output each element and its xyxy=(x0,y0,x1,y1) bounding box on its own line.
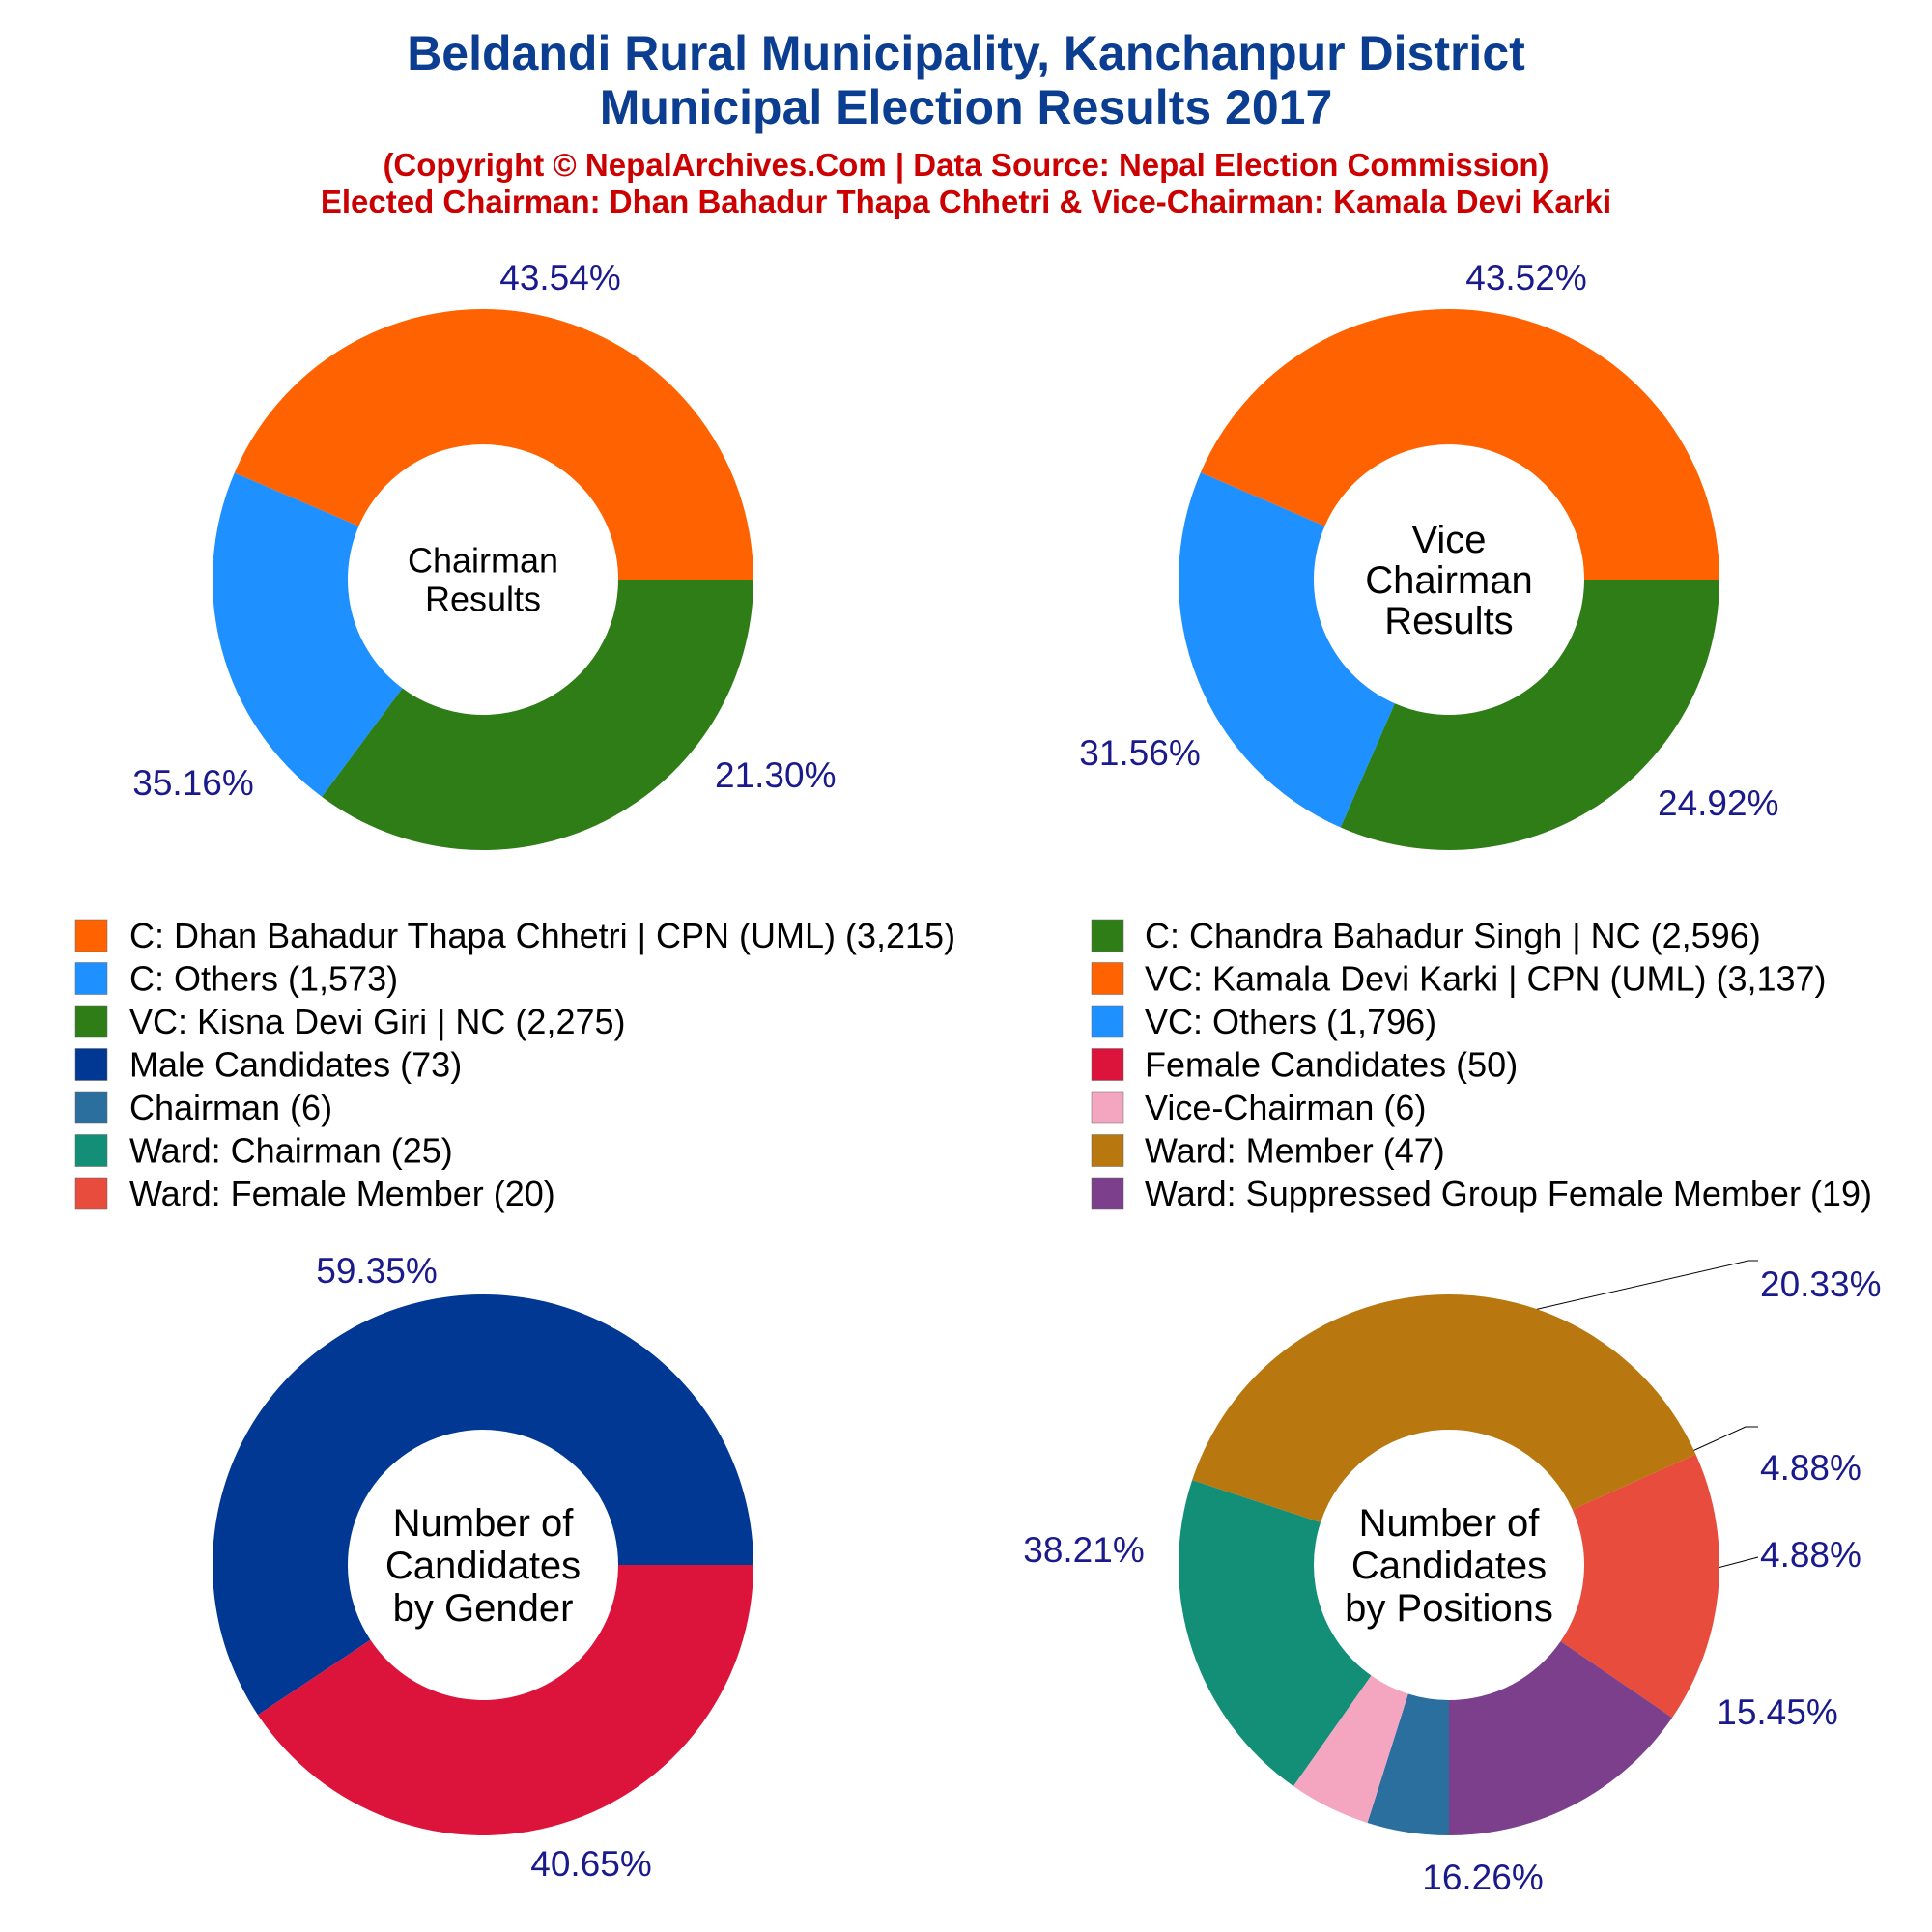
percent-label: 21.30% xyxy=(715,755,837,795)
title-line-2: Municipal Election Results 2017 xyxy=(600,80,1333,134)
legend-swatch xyxy=(74,1005,108,1038)
donut-slice xyxy=(234,308,753,580)
donut-slice xyxy=(1200,308,1719,580)
donut-slice xyxy=(1179,472,1395,828)
center-label: by Positions xyxy=(1345,1587,1553,1630)
percent-label: 43.54% xyxy=(499,258,621,298)
donut-slice xyxy=(1293,1675,1408,1823)
center-label: Vice xyxy=(1411,519,1486,561)
donut-slice xyxy=(213,1294,753,1716)
legend-label: VC: Kamala Devi Karki | CPN (UML) (3,137… xyxy=(1145,959,1827,999)
center-label: Candidates xyxy=(1351,1545,1547,1587)
center-label: Results xyxy=(1384,600,1513,642)
percent-label: 43.52% xyxy=(1465,258,1587,298)
center-label: Chairman xyxy=(408,541,558,581)
percent-label: 20.33% xyxy=(1760,1264,1882,1304)
center-label: Number of xyxy=(1359,1502,1541,1545)
legend-swatch xyxy=(74,1134,108,1167)
legend-label: Ward: Female Member (20) xyxy=(129,1174,555,1213)
title-line-1: Beldandi Rural Municipality, Kanchanpur … xyxy=(407,26,1525,80)
legend: C: Dhan Bahadur Thapa Chhetri | CPN (UML… xyxy=(74,916,1872,1213)
legend-swatch xyxy=(1091,919,1124,952)
donut-slice xyxy=(1179,1480,1372,1787)
legend-swatch xyxy=(74,919,108,952)
legend-label: C: Dhan Bahadur Thapa Chhetri | CPN (UML… xyxy=(129,916,955,955)
subtitle-copyright: (Copyright © NepalArchives.Com | Data So… xyxy=(383,147,1548,183)
subtitle-elected: Elected Chairman: Dhan Bahadur Thapa Chh… xyxy=(321,184,1611,219)
legend-label: Ward: Member (47) xyxy=(1145,1131,1445,1171)
donut-slice xyxy=(1340,580,1719,851)
center-label: Results xyxy=(425,580,541,619)
percent-label: 4.88% xyxy=(1760,1448,1861,1488)
legend-swatch xyxy=(74,1048,108,1081)
legend-swatch xyxy=(74,962,108,995)
legend-swatch xyxy=(1091,962,1124,995)
donut-slice xyxy=(1192,1294,1696,1523)
legend-label: Chairman (6) xyxy=(129,1088,332,1127)
leader-line xyxy=(1533,1260,1758,1311)
legend-label: VC: Kisna Devi Giri | NC (2,275) xyxy=(129,1002,626,1041)
legend-swatch xyxy=(74,1177,108,1210)
legend-swatch xyxy=(1091,1134,1124,1167)
legend-label: C: Others (1,573) xyxy=(129,959,398,999)
percent-label: 16.26% xyxy=(1422,1858,1544,1897)
donut-slice xyxy=(322,580,753,851)
percent-label: 40.65% xyxy=(530,1844,652,1884)
donut-slice xyxy=(1560,1454,1719,1719)
legend-label: Vice-Chairman (6) xyxy=(1145,1088,1426,1127)
legend-label: Ward: Chairman (25) xyxy=(129,1131,453,1171)
legend-label: Female Candidates (50) xyxy=(1145,1045,1518,1085)
center-label: by Gender xyxy=(393,1587,574,1630)
legend-label: Male Candidates (73) xyxy=(129,1045,462,1085)
percent-label: 59.35% xyxy=(316,1251,438,1291)
legend-label: Ward: Suppressed Group Female Member (19… xyxy=(1145,1174,1872,1213)
center-label: Candidates xyxy=(385,1545,581,1587)
donut-slice xyxy=(1367,1693,1449,1835)
donut-slice xyxy=(257,1565,753,1836)
legend-swatch xyxy=(1091,1005,1124,1038)
percent-label: 35.16% xyxy=(132,763,254,803)
percent-label: 4.88% xyxy=(1760,1535,1861,1575)
percent-label: 31.56% xyxy=(1079,733,1201,773)
percent-label: 38.21% xyxy=(1023,1530,1145,1570)
leader-line xyxy=(1690,1426,1758,1453)
legend-swatch xyxy=(74,1091,108,1124)
center-label: Number of xyxy=(393,1502,575,1545)
percent-label: 24.92% xyxy=(1658,783,1779,823)
legend-label: VC: Others (1,796) xyxy=(1145,1002,1436,1041)
legend-swatch xyxy=(1091,1177,1124,1210)
percent-label: 15.45% xyxy=(1717,1692,1838,1732)
legend-label: C: Chandra Bahadur Singh | NC (2,596) xyxy=(1145,916,1761,955)
donut-slice xyxy=(213,472,403,797)
center-label: Chairman xyxy=(1365,559,1532,602)
candidates-by-positions-donut: 4.88% 4.88% 20.33% 38.21% 16.26% 15.45% Number… xyxy=(1023,1260,1882,1897)
leader-line xyxy=(1717,1556,1759,1569)
donut-slice xyxy=(1449,1641,1673,1835)
legend-swatch xyxy=(1091,1091,1124,1124)
legend-swatch xyxy=(1091,1048,1124,1081)
